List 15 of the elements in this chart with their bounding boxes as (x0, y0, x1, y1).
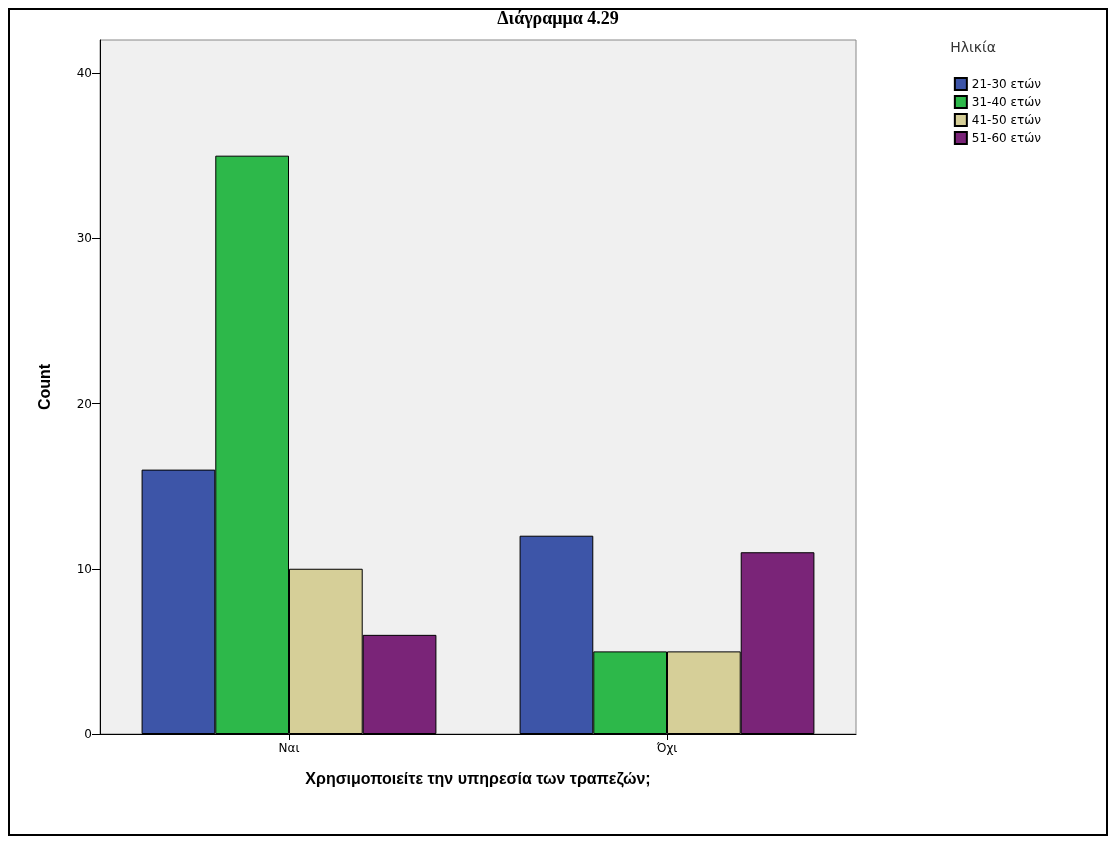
x-tick-label: Ναι (278, 741, 300, 755)
y-axis-title: Count (35, 363, 53, 411)
y-tick-label: 10 (76, 561, 92, 576)
y-tick-label: 0 (84, 727, 92, 741)
y-tick-label: 30 (76, 231, 92, 246)
legend-label: 21-30 ετών (971, 77, 1042, 91)
legend-label: 41-50 ετών (971, 113, 1042, 127)
y-tick-label: 40 (76, 66, 92, 81)
legend-label: 51-60 ετών (971, 131, 1042, 145)
legend-title: Ηλικία (950, 39, 997, 55)
legend-label: 31-40 ετών (971, 95, 1042, 109)
chart-title: Διάγραμμα 4.29 (497, 8, 619, 28)
y-tick-label: 20 (76, 396, 92, 411)
x-axis-title: Χρησιμοποιείτε την υπηρεσία των τραπεζών; (305, 769, 651, 788)
x-tick-label: Όχι (655, 741, 678, 755)
